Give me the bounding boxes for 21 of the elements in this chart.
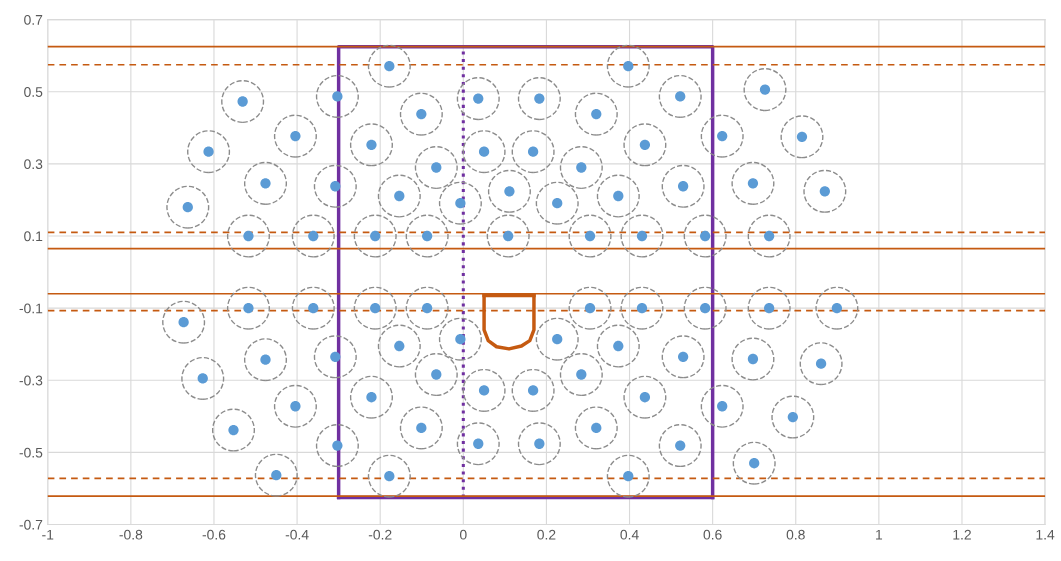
x-tick-label: 0 <box>459 529 467 540</box>
x-tick-label: 0.4 <box>620 529 639 540</box>
x-tick-label: -0.4 <box>285 529 309 540</box>
y-tick-label: -0.1 <box>19 303 43 314</box>
y-tick-label: -0.7 <box>19 519 43 530</box>
y-tick-label: 0.3 <box>24 159 43 170</box>
y-tick-label: -0.5 <box>19 447 43 458</box>
x-tick-label: 1 <box>876 529 883 540</box>
x-tick-label: -0.8 <box>119 529 143 540</box>
x-tick-label: -0.2 <box>368 529 392 540</box>
x-tick-label: 1.4 <box>1036 529 1055 540</box>
y-tick-label: -0.3 <box>19 375 43 386</box>
x-tick-label: -1 <box>42 529 54 540</box>
x-tick-label: 0.2 <box>537 529 556 540</box>
x-tick-label: -0.6 <box>202 529 226 540</box>
y-tick-label: 0.1 <box>24 231 43 242</box>
y-tick-label: 0.5 <box>24 87 43 97</box>
x-tick-label: 1.2 <box>953 529 971 540</box>
y-tick-label: 0.7 <box>24 14 43 25</box>
x-tick-label: 0.6 <box>703 529 722 540</box>
x-tick-label: 0.8 <box>786 529 805 540</box>
